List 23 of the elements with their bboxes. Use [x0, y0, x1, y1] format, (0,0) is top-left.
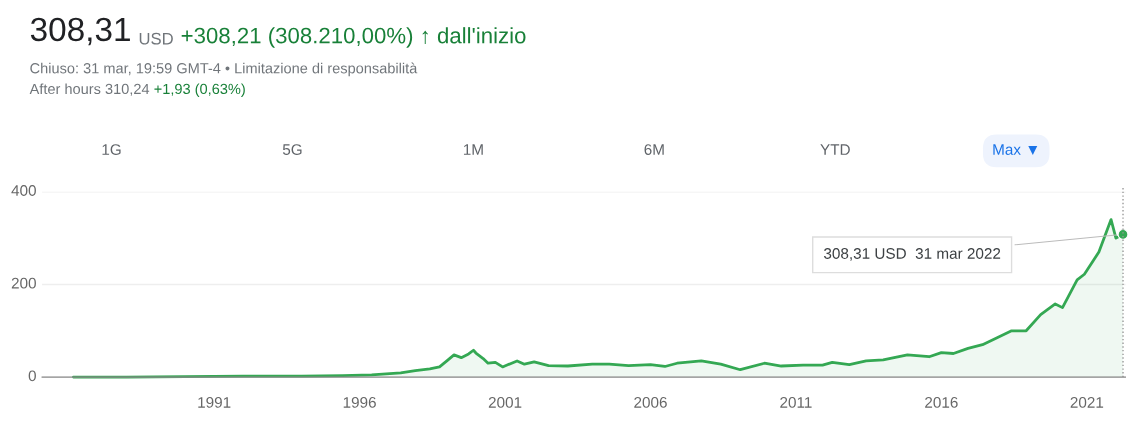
y-tick-label: 0 [28, 370, 36, 382]
x-tick-label: 2016 [925, 396, 958, 408]
text: 1M [463, 144, 483, 155]
text: 1G [102, 144, 121, 155]
text: Max ▼ [993, 144, 1038, 155]
x-tick-label: 2021 [1070, 396, 1104, 408]
chart-title: 308,31 [30, 17, 130, 46]
text: 6M [644, 144, 664, 155]
text: +308,21 (308.210,00%) ↑ dall'inizio [181, 27, 526, 48]
x-tick-label: 2001 [488, 396, 522, 408]
y-tick-label: 200 [11, 277, 36, 289]
x-tick-label: 2011 [780, 396, 812, 408]
text: Chiuso: 31 mar, 19:59 GMT-4 • Limitazione di responsabilità [30, 62, 418, 77]
annotation: 308,31 USD 31 mar 2022 [823, 248, 1001, 261]
text: 5G [282, 144, 302, 155]
text: After hours 310,24 [29, 83, 150, 96]
text: USD [139, 32, 173, 45]
x-tick-label: 1996 [343, 396, 376, 408]
x-tick-label: 1991 [198, 396, 231, 408]
y-tick-label: 400 [11, 185, 36, 196]
text: YTD [820, 144, 850, 155]
text: +1,93 (0,63%) [154, 83, 245, 97]
x-tick-label: 2006 [634, 396, 667, 408]
